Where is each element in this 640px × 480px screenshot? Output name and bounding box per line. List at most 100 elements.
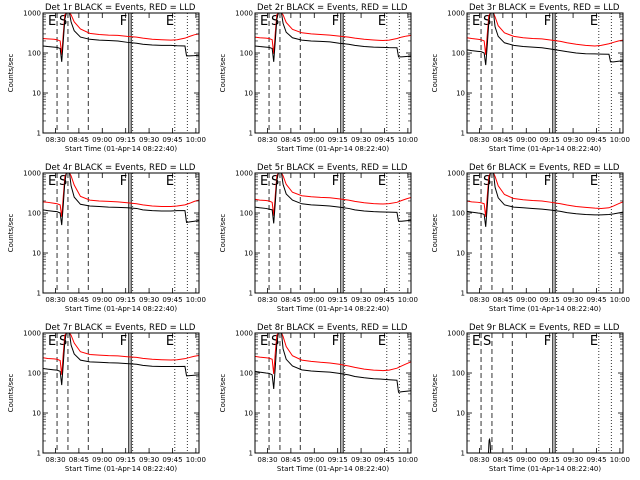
y-tick-label: 1000 <box>235 330 253 338</box>
y-tick-label: 1 <box>37 130 41 138</box>
y-tick-label: 10 <box>244 90 253 98</box>
x-tick-label: 09:00 <box>92 296 112 304</box>
x-tick-label: 10:00 <box>186 456 206 464</box>
y-tick-label: 1 <box>461 450 465 458</box>
marker-label: E <box>378 334 386 349</box>
panel-title: Det 1r BLACK = Events, RED = LLD <box>45 3 196 13</box>
plot-frame <box>42 172 200 294</box>
x-tick-label: 10:00 <box>398 296 418 304</box>
y-tick-label: 1000 <box>235 10 253 18</box>
y-axis-label: Counts/sec <box>219 374 227 413</box>
marker-label: S <box>271 334 279 349</box>
y-tick-label: 1000 <box>23 10 41 18</box>
y-tick-label: 1000 <box>447 10 465 18</box>
x-tick-label: 09:00 <box>516 296 536 304</box>
x-tick-label: 08:45 <box>281 456 301 464</box>
y-tick-label: 1 <box>249 290 253 298</box>
y-tick-label: 10 <box>456 410 465 418</box>
x-tick-label: 08:45 <box>281 296 301 304</box>
x-tick-label: 08:30 <box>45 296 65 304</box>
x-tick-label: 08:45 <box>493 296 513 304</box>
x-tick-label: 09:45 <box>374 136 394 144</box>
marker-label: E <box>260 14 268 29</box>
x-tick-label: 09:30 <box>563 296 583 304</box>
x-tick-label: 08:30 <box>469 456 489 464</box>
x-tick-label: 09:00 <box>516 456 536 464</box>
y-axis-label: Counts/sec <box>431 214 439 253</box>
x-tick-label: 09:45 <box>586 136 606 144</box>
x-tick-label: 09:00 <box>304 136 324 144</box>
x-tick-label: 09:30 <box>139 296 159 304</box>
x-tick-label: 09:30 <box>351 296 371 304</box>
x-tick-label: 08:30 <box>45 456 65 464</box>
x-tick-label: 09:00 <box>304 296 324 304</box>
x-axis-label: Start Time (01-Apr-14 08:22:40) <box>277 305 389 313</box>
lld-series-line <box>43 13 199 55</box>
y-tick-label: 100 <box>240 370 253 378</box>
y-tick-label: 10 <box>244 410 253 418</box>
marker-label: E <box>260 174 268 189</box>
y-axis-label: Counts/sec <box>219 54 227 93</box>
marker-label: S <box>483 334 491 349</box>
x-tick-label: 08:30 <box>469 296 489 304</box>
x-tick-label: 09:30 <box>139 456 159 464</box>
x-tick-label: 09:15 <box>540 456 560 464</box>
marker-label: E <box>48 14 56 29</box>
x-tick-label: 10:00 <box>186 136 206 144</box>
marker-label: F <box>544 174 551 189</box>
x-axis-label: Start Time (01-Apr-14 08:22:40) <box>489 305 601 313</box>
x-tick-label: 09:15 <box>116 456 136 464</box>
marker-label: E <box>166 14 174 29</box>
marker-label: S <box>271 14 279 29</box>
plot-frame <box>466 172 624 294</box>
x-tick-label: 10:00 <box>186 296 206 304</box>
panel-title: Det 2r BLACK = Events, RED = LLD <box>257 3 408 13</box>
panel-title: Det 7r BLACK = Events, RED = LLD <box>45 323 196 333</box>
x-tick-label: 09:15 <box>328 136 348 144</box>
y-tick-label: 1 <box>249 450 253 458</box>
x-tick-label: 09:00 <box>304 456 324 464</box>
x-tick-label: 09:45 <box>586 456 606 464</box>
x-tick-label: 09:45 <box>586 296 606 304</box>
y-tick-label: 1 <box>37 290 41 298</box>
y-axis-label: Counts/sec <box>7 54 15 93</box>
x-tick-label: 09:45 <box>374 296 394 304</box>
panel-title: Det 5r BLACK = Events, RED = LLD <box>257 163 408 173</box>
y-tick-label: 1000 <box>447 330 465 338</box>
x-axis-label: Start Time (01-Apr-14 08:22:40) <box>65 145 177 153</box>
y-tick-label: 1000 <box>235 170 253 178</box>
x-tick-label: 09:30 <box>563 456 583 464</box>
events-series-line <box>255 333 411 393</box>
marker-label: S <box>483 14 491 29</box>
lld-series-line <box>255 173 411 216</box>
events-series-line <box>255 173 411 224</box>
events-series-line <box>43 333 199 386</box>
lld-series-line <box>467 13 623 55</box>
plot-frame <box>254 172 412 294</box>
y-tick-label: 10 <box>456 250 465 258</box>
x-tick-label: 08:30 <box>257 296 277 304</box>
y-axis-label: Counts/sec <box>219 214 227 253</box>
marker-label: E <box>590 14 598 29</box>
marker-label: F <box>120 174 127 189</box>
x-axis-label: Start Time (01-Apr-14 08:22:40) <box>489 145 601 153</box>
x-tick-label: 09:30 <box>139 136 159 144</box>
y-tick-label: 1000 <box>23 330 41 338</box>
x-tick-label: 09:00 <box>516 136 536 144</box>
lld-series-line <box>43 333 199 375</box>
marker-label: F <box>332 14 339 29</box>
marker-label: E <box>472 334 480 349</box>
x-tick-label: 09:45 <box>374 456 394 464</box>
x-axis-label: Start Time (01-Apr-14 08:22:40) <box>489 465 601 473</box>
x-tick-label: 09:30 <box>563 136 583 144</box>
marker-label: F <box>120 14 127 29</box>
x-tick-label: 08:45 <box>493 136 513 144</box>
events-series-line <box>255 13 411 62</box>
x-tick-label: 09:45 <box>162 296 182 304</box>
